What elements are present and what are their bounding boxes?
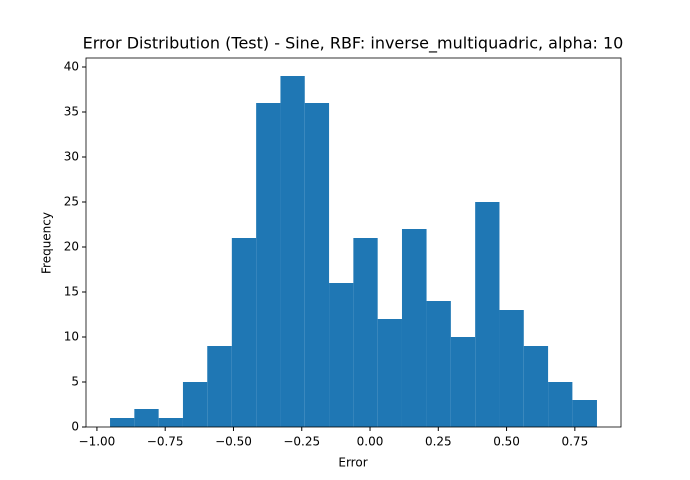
bar bbox=[231, 238, 257, 427]
x-tick-label: −0.75 bbox=[147, 435, 184, 449]
chart-title: Error Distribution (Test) - Sine, RBF: i… bbox=[83, 34, 624, 54]
y-tick-label: 20 bbox=[64, 240, 79, 254]
y-tick-label: 10 bbox=[64, 330, 79, 344]
bar bbox=[134, 409, 159, 427]
bar bbox=[572, 400, 597, 427]
y-tick-label: 0 bbox=[71, 420, 79, 434]
bar bbox=[158, 418, 183, 427]
bar bbox=[475, 202, 500, 427]
bar bbox=[377, 319, 402, 427]
x-axis-label: Error bbox=[338, 456, 367, 470]
x-tick-label: −0.25 bbox=[283, 435, 320, 449]
x-tick-label: 0.50 bbox=[493, 435, 520, 449]
bar bbox=[353, 238, 378, 427]
x-tick-label: −1.00 bbox=[79, 435, 116, 449]
y-tick-label: 35 bbox=[64, 105, 79, 119]
y-tick-label: 5 bbox=[71, 375, 79, 389]
bar bbox=[523, 346, 549, 427]
plot-frame bbox=[85, 57, 622, 428]
y-tick-label: 25 bbox=[64, 195, 79, 209]
bar bbox=[499, 310, 524, 427]
y-tick-label: 15 bbox=[64, 285, 79, 299]
bar bbox=[450, 337, 476, 427]
y-tick-label: 30 bbox=[64, 150, 79, 164]
bar bbox=[207, 346, 232, 427]
bar bbox=[110, 418, 135, 427]
x-tick-label: 0.25 bbox=[425, 435, 452, 449]
bar bbox=[548, 382, 573, 427]
y-axis-label: Frequency bbox=[40, 212, 54, 274]
bar bbox=[182, 382, 208, 427]
x-tick-label: 0.75 bbox=[561, 435, 588, 449]
y-tick-label: 40 bbox=[64, 60, 79, 74]
x-tick-label: −0.50 bbox=[215, 435, 252, 449]
bar bbox=[256, 103, 281, 427]
x-tick-label: 0.00 bbox=[357, 435, 384, 449]
bar bbox=[304, 103, 330, 427]
bar bbox=[426, 301, 451, 427]
bar bbox=[401, 229, 427, 427]
bar bbox=[329, 283, 354, 427]
bar bbox=[280, 76, 305, 427]
